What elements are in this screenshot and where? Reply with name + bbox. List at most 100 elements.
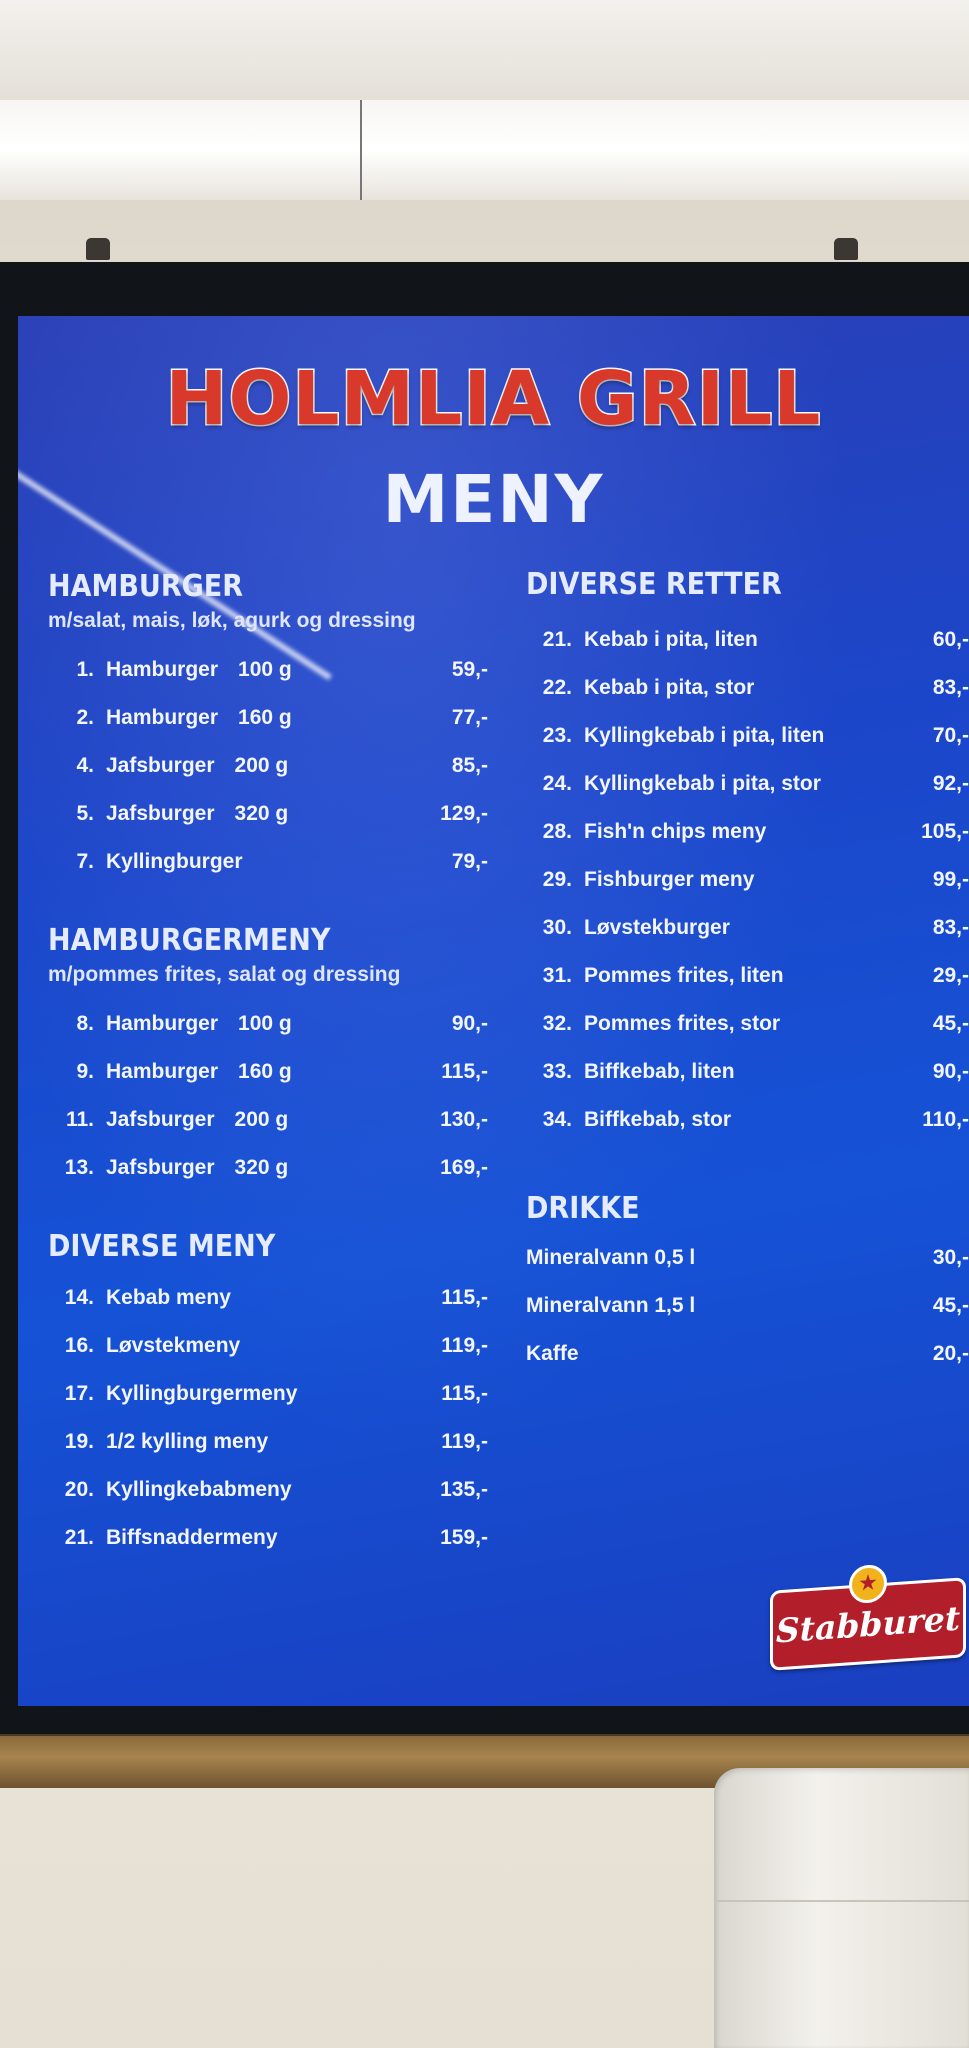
- item-name: Jafsburger: [106, 802, 215, 825]
- light-seam: [360, 100, 362, 200]
- item-price: 99,-: [932, 868, 969, 891]
- item-number: 29.: [542, 868, 572, 891]
- item-size: 100 g: [238, 1012, 292, 1035]
- item-number: 9.: [76, 1060, 94, 1083]
- item-name: Jafsburger: [106, 754, 215, 777]
- item-price: 90,-: [932, 1060, 969, 1083]
- item-price: 60,-: [932, 628, 969, 651]
- menu-item: 2. Hamburger 160 g 77,-: [48, 694, 488, 742]
- ceiling: [0, 0, 969, 100]
- menu-item: 13. Jafsburger 320 g 169,-: [48, 1144, 488, 1192]
- logo-text: Stabburet: [775, 1598, 961, 1650]
- item-number: 21.: [64, 1526, 94, 1549]
- hanging-hook-left: [86, 238, 110, 260]
- item-price: 92,-: [932, 772, 969, 795]
- item-price: 115,-: [441, 1286, 488, 1309]
- item-number: 24.: [542, 772, 572, 795]
- menu-item: 7. Kyllingburger 79,-: [48, 838, 488, 886]
- section-title: DRIKKE: [526, 1191, 640, 1226]
- item-number: 34.: [542, 1108, 572, 1131]
- section-diverse-retter: DIVERSE RETTER 21. Kebab i pita, liten 6…: [526, 566, 969, 1144]
- menu-item: 23. Kyllingkebab i pita, liten 70,-: [526, 712, 969, 760]
- item-name: Biffsnaddermeny: [106, 1526, 278, 1549]
- menu-item: 24. Kyllingkebab i pita, stor 92,-: [526, 760, 969, 808]
- menu-item: 34. Biffkebab, stor 110,-: [526, 1096, 969, 1144]
- item-name: Biffkebab, liten: [584, 1060, 735, 1083]
- hanging-hook-right: [834, 238, 858, 260]
- item-name: Pommes frites, liten: [584, 964, 784, 987]
- left-column: HAMBURGER m/salat, mais, løk, agurk og d…: [48, 568, 488, 1598]
- item-name: Kebab i pita, liten: [584, 628, 758, 651]
- stabburet-logo: ★ Stabburet: [770, 1563, 966, 1671]
- item-number: 30.: [542, 916, 572, 939]
- item-name: Hamburger: [106, 1012, 219, 1035]
- menu-item: 17. Kyllingburgermeny 115,-: [48, 1370, 488, 1418]
- item-size: 100 g: [238, 658, 292, 681]
- item-number: 23.: [542, 724, 572, 747]
- right-column: DIVERSE RETTER 21. Kebab i pita, liten 6…: [526, 566, 969, 1414]
- item-price: 130,-: [440, 1108, 488, 1131]
- item-number: 16.: [64, 1334, 94, 1357]
- item-price: 129,-: [440, 802, 488, 825]
- item-price: 110,-: [922, 1108, 969, 1131]
- item-name: Hamburger: [106, 1060, 219, 1083]
- item-name: Hamburger: [106, 706, 219, 729]
- menu-item: 29. Fishburger meny 99,-: [526, 856, 969, 904]
- item-name: Kyllingkebab i pita, liten: [584, 724, 825, 747]
- menu-item: 32. Pommes frites, stor 45,-: [526, 1000, 969, 1048]
- chair: [714, 1768, 969, 2048]
- item-number: 20.: [64, 1478, 94, 1501]
- item-number: 4.: [76, 754, 94, 777]
- item-number: 8.: [76, 1012, 94, 1035]
- item-price: 85,-: [451, 754, 488, 777]
- item-number: 2.: [76, 706, 94, 729]
- item-name: Løvstekburger: [584, 916, 730, 939]
- section-title: DIVERSE MENY: [48, 1229, 276, 1264]
- menu-board: HOLMLIA GRILL MENY HAMBURGER m/salat, ma…: [18, 316, 969, 1706]
- item-name: 1/2 kylling meny: [106, 1430, 269, 1453]
- menu-item: 14. Kebab meny 115,-: [48, 1274, 488, 1322]
- item-number: 13.: [64, 1156, 94, 1179]
- item-name: Kyllingkebabmeny: [106, 1478, 292, 1501]
- menu-item: 1. Hamburger 100 g 59,-: [48, 646, 488, 694]
- item-number: 1.: [76, 658, 94, 681]
- section-hamburgermeny: HAMBURGERMENY m/pommes frites, salat og …: [48, 922, 488, 1192]
- item-number: 22.: [542, 676, 572, 699]
- item-number: 7.: [76, 850, 94, 873]
- menu-item: 5. Jafsburger 320 g 129,-: [48, 790, 488, 838]
- menu-item: 16. Løvstekmeny 119,-: [48, 1322, 488, 1370]
- item-price: 115,-: [441, 1382, 488, 1405]
- item-size: 160 g: [238, 1060, 292, 1083]
- item-number: 33.: [542, 1060, 572, 1083]
- item-name: Fish'n chips meny: [584, 820, 767, 843]
- item-number: 14.: [64, 1286, 94, 1309]
- menu-item: 19. 1/2 kylling meny 119,-: [48, 1418, 488, 1466]
- item-price: 45,-: [932, 1294, 969, 1317]
- menu-heading: MENY: [382, 461, 605, 538]
- item-price: 119,-: [441, 1334, 488, 1357]
- menu-item: Mineralvann 0,5 l 30,-: [526, 1234, 969, 1282]
- item-name: Kebab meny: [106, 1286, 231, 1309]
- item-price: 79,-: [451, 850, 488, 873]
- item-number: 21.: [542, 628, 572, 651]
- item-price: 159,-: [440, 1526, 488, 1549]
- section-title: HAMBURGER: [48, 569, 243, 604]
- item-price: 119,-: [441, 1430, 488, 1453]
- section-note: m/pommes frites, salat og dressing: [48, 963, 401, 986]
- item-size: 320 g: [234, 802, 289, 825]
- item-name: Fishburger meny: [584, 868, 755, 891]
- section-title: HAMBURGERMENY: [48, 923, 331, 958]
- item-name: Hamburger: [106, 658, 219, 681]
- menu-item: 11. Jafsburger 200 g 130,-: [48, 1096, 488, 1144]
- item-size: 320 g: [234, 1156, 289, 1179]
- item-number: 28.: [542, 820, 572, 843]
- item-price: 105,-: [921, 820, 969, 843]
- item-price: 45,-: [932, 1012, 969, 1035]
- item-name: Kyllingburger: [106, 850, 243, 873]
- section-title: DIVERSE RETTER: [526, 567, 782, 602]
- section-drikke: DRIKKE Mineralvann 0,5 l 30,- Mineralvan…: [526, 1190, 969, 1378]
- item-number: 19.: [64, 1430, 94, 1453]
- item-price: 90,-: [451, 1012, 488, 1035]
- menu-item: 33. Biffkebab, liten 90,-: [526, 1048, 969, 1096]
- menu-item: Mineralvann 1,5 l 45,-: [526, 1282, 969, 1330]
